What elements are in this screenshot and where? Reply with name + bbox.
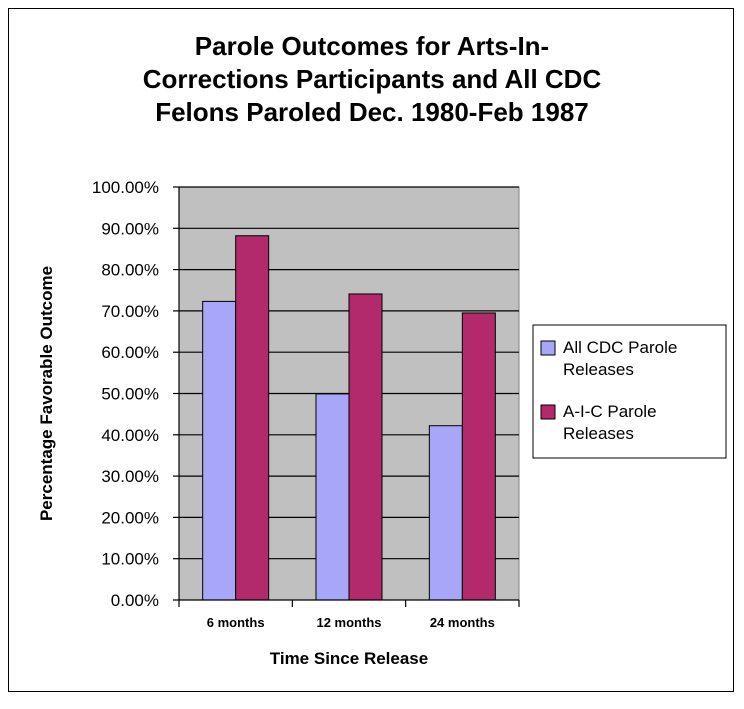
y-tick-labels: 0.00% 10.00% 20.00% 30.00% 40.00% 50.00% 60.00…: [92, 178, 159, 610]
legend-label: Releases: [563, 424, 634, 443]
bar-series-2-12-months: [348, 293, 383, 601]
y-tick-label: 20.00%: [101, 508, 159, 527]
y-tick-label: 10.00%: [101, 550, 159, 569]
bar-series-1-24-months: [428, 425, 463, 601]
legend-swatch: [540, 404, 556, 420]
y-tick-label: 100.00%: [92, 178, 159, 197]
bar-series-2-6-months: [235, 235, 270, 601]
chart-title-line: Felons Paroled Dec. 1980-Feb 1987: [155, 97, 589, 127]
y-tick-label: 80.00%: [101, 261, 159, 280]
axes: [173, 186, 520, 607]
x-category-label: 24 months: [430, 615, 495, 630]
y-tick-label: 60.00%: [101, 343, 159, 362]
chart-title: Parole Outcomes for Arts-In-Corrections …: [143, 31, 602, 127]
legend-label: Releases: [563, 360, 634, 379]
legend-label: All CDC Parole: [563, 338, 677, 357]
y-tick-label: 50.00%: [101, 385, 159, 404]
legend-label: A-I-C Parole: [563, 402, 657, 421]
x-category-label: 12 months: [316, 615, 381, 630]
x-category-label: 6 months: [207, 615, 265, 630]
bar-series-2-24-months: [461, 312, 496, 601]
x-category-labels: 6 months 12 months 24 months: [207, 615, 495, 630]
chart-title-line: Corrections Participants and All CDC: [143, 64, 602, 94]
y-tick-label: 30.00%: [101, 467, 159, 486]
bar-series-1-12-months: [315, 393, 350, 601]
y-tick-label: 0.00%: [111, 591, 159, 610]
y-axis-title: Percentage Favorable Outcome: [37, 266, 56, 521]
legend-box: [532, 324, 727, 459]
chart-title-line: Parole Outcomes for Arts-In-: [195, 31, 549, 61]
y-tick-label: 40.00%: [101, 426, 159, 445]
bar-series-1-6-months: [202, 300, 237, 601]
legend: All CDC Parole Releases A-I-C Parole Releas…: [532, 324, 727, 459]
legend-swatch: [540, 340, 556, 356]
y-tick-label: 90.00%: [101, 219, 159, 238]
x-axis-title: Time Since Release: [270, 649, 428, 668]
y-tick-label: 70.00%: [101, 302, 159, 321]
